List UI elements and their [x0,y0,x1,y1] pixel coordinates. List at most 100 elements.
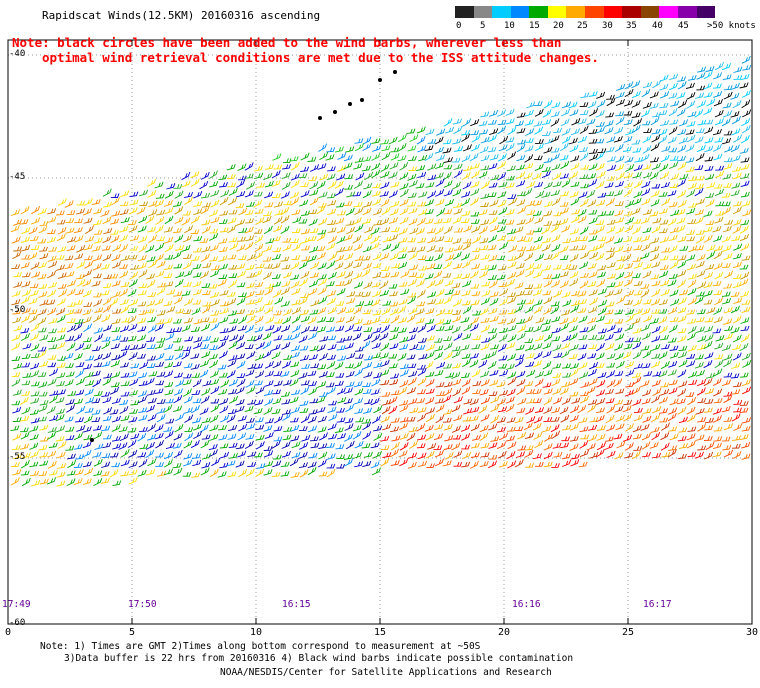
wind-barb [723,283,732,289]
wind-barb [623,413,633,422]
wind-barb [64,200,74,208]
wind-barb [237,450,247,458]
wind-barb [703,436,713,441]
wind-barb [695,245,704,251]
wind-barb [714,188,725,197]
wind-barb [461,210,471,217]
wind-barb [236,190,246,198]
wind-barb [138,244,148,253]
wind-barb [524,109,534,117]
wind-barb [606,156,616,162]
wind-barb [543,333,553,342]
wind-barb [128,207,138,215]
wind-barb [228,188,238,196]
wind-barb [533,398,542,404]
wind-barb [218,434,228,441]
wind-barb [399,162,409,171]
wind-barb [119,288,129,297]
wind-barb [469,270,479,279]
wind-barb [596,425,606,431]
wind-barb [299,345,309,351]
wind-barb [55,425,66,433]
wind-barb [337,152,347,160]
wind-barb [56,389,66,395]
wind-barb [362,218,372,224]
wind-barb [606,362,616,368]
wind-barb [399,400,409,406]
wind-barb [535,407,545,413]
wind-barb [703,107,713,116]
wind-barb [228,424,238,432]
wind-barb [416,246,426,252]
wind-barb [706,307,716,314]
wind-barb [137,301,147,307]
wind-barb [732,219,742,226]
wind-barb [595,121,605,127]
wind-barb [209,468,219,478]
wind-barb [119,433,129,442]
wind-barb [11,290,21,297]
wind-barb [595,389,606,397]
wind-barb [499,432,509,441]
wind-barb [604,290,614,298]
wind-barb [210,199,220,208]
wind-barb [292,243,302,252]
wind-barb [183,407,193,414]
wind-barb [732,315,742,324]
wind-barb [282,158,292,163]
wind-barb [425,432,435,441]
wind-barb [661,247,670,253]
wind-barb [93,298,103,307]
wind-barb [318,451,328,460]
wind-barb [353,261,363,269]
wind-barb [676,398,686,405]
wind-barb [246,351,256,360]
wind-barb [595,415,605,423]
wind-barb [677,328,687,334]
wind-barb [524,145,534,152]
wind-barb [479,307,489,316]
wind-barb [173,432,183,441]
wind-barb [607,273,617,279]
wind-barb [532,422,542,431]
wind-barb [173,337,182,343]
wind-barb [173,467,183,476]
wind-barb [588,217,598,225]
wind-barb [264,398,274,406]
wind-barb [614,263,624,271]
wind-barb [524,445,534,451]
wind-barb [361,340,371,350]
wind-barb [21,332,31,341]
wind-barb [235,405,245,413]
legend-swatch [492,6,511,18]
wind-barb [137,469,147,477]
wind-barb [66,404,76,413]
wind-barb [201,283,211,288]
wind-barb [723,358,733,368]
wind-barb [451,157,461,163]
wind-barb [406,387,417,395]
wind-barb [695,235,705,244]
wind-barb [579,326,589,333]
wind-barb [390,326,400,332]
wind-barb [622,146,632,152]
wind-barb [721,235,731,243]
wind-barb [235,399,245,406]
wind-barb [181,245,191,252]
wind-barb [669,316,679,323]
wind-barb [479,460,489,468]
wind-barb [739,407,749,414]
wind-barb [595,225,605,234]
wind-barb [442,319,452,325]
wind-barb [192,247,202,253]
wind-barb [379,332,389,341]
wind-barb [21,353,31,359]
wind-barb [443,336,452,342]
wind-barb [291,451,301,459]
wind-barb [309,227,319,234]
wind-barb [534,335,544,342]
wind-barb [397,155,407,162]
wind-barb [407,295,417,305]
wind-barb [119,325,129,333]
wind-barb [355,255,364,261]
